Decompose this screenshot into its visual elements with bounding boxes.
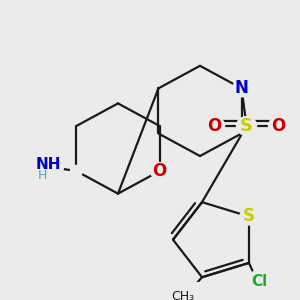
Circle shape bbox=[70, 165, 83, 177]
Text: S: S bbox=[243, 208, 255, 226]
Circle shape bbox=[151, 163, 169, 179]
Text: S: S bbox=[240, 117, 253, 135]
Circle shape bbox=[237, 117, 256, 135]
Circle shape bbox=[171, 281, 203, 300]
Text: H: H bbox=[38, 169, 47, 182]
Circle shape bbox=[268, 117, 289, 135]
Circle shape bbox=[205, 117, 225, 135]
Text: N: N bbox=[235, 80, 248, 98]
Circle shape bbox=[247, 270, 271, 293]
Circle shape bbox=[232, 80, 250, 97]
Circle shape bbox=[33, 152, 63, 181]
Text: O: O bbox=[152, 162, 167, 180]
Text: NH: NH bbox=[36, 157, 61, 172]
Text: Cl: Cl bbox=[251, 274, 267, 289]
Text: CH₃: CH₃ bbox=[172, 290, 195, 300]
Text: O: O bbox=[207, 117, 222, 135]
Text: O: O bbox=[272, 117, 286, 135]
Circle shape bbox=[240, 208, 258, 225]
